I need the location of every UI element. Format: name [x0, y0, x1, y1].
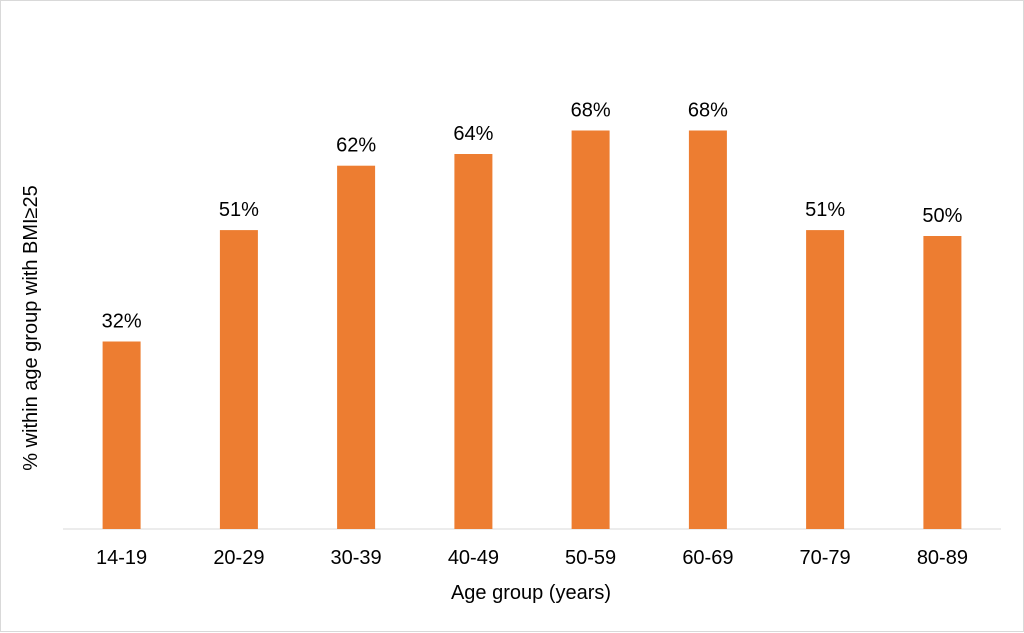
- value-label-14-19: 32%: [102, 311, 142, 333]
- value-label-30-39: 62%: [336, 135, 376, 157]
- x-axis-title: Age group (years): [451, 582, 611, 604]
- value-label-20-29: 51%: [219, 199, 259, 221]
- y-axis-title: % within age group with BMI≥25: [20, 185, 42, 471]
- x-tick-label-30-39: 30-39: [331, 547, 382, 569]
- value-labels-group: 32% 51% 62% 64% 68% 68% 51% 50%: [102, 100, 963, 333]
- bar-14-19: [102, 341, 141, 529]
- bar-80-89: [923, 236, 962, 529]
- value-label-40-49: 64%: [453, 123, 493, 145]
- value-label-50-59: 68%: [571, 100, 611, 122]
- value-label-70-79: 51%: [805, 199, 845, 221]
- bar-40-49: [454, 154, 493, 529]
- bar-20-29: [219, 230, 258, 529]
- value-label-80-89: 50%: [922, 205, 962, 227]
- x-tick-label-14-19: 14-19: [96, 547, 147, 569]
- bar-70-79: [806, 230, 845, 529]
- x-tick-label-60-69: 60-69: [682, 547, 733, 569]
- bar-30-39: [337, 165, 376, 529]
- x-tick-label-50-59: 50-59: [565, 547, 616, 569]
- x-tick-label-70-79: 70-79: [800, 547, 851, 569]
- x-tick-label-80-89: 80-89: [917, 547, 968, 569]
- x-tick-label-20-29: 20-29: [213, 547, 264, 569]
- value-label-60-69: 68%: [688, 100, 728, 122]
- bar-60-69: [688, 130, 727, 529]
- x-tick-label-40-49: 40-49: [448, 547, 499, 569]
- bar-50-59: [571, 130, 610, 529]
- bars-group: [102, 130, 962, 529]
- x-tick-labels-group: 14-19 20-29 30-39 40-49 50-59 60-69 70-79 80-89: [96, 547, 968, 569]
